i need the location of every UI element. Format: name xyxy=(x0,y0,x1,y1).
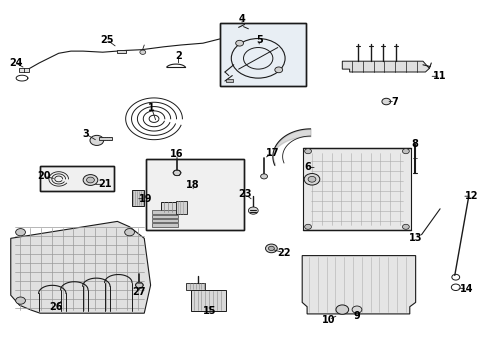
Text: 15: 15 xyxy=(202,306,216,316)
Bar xyxy=(145,159,243,230)
Text: 4: 4 xyxy=(238,14,245,24)
Bar xyxy=(40,166,114,191)
Circle shape xyxy=(173,170,181,176)
Circle shape xyxy=(16,297,25,304)
Circle shape xyxy=(268,246,274,251)
Bar xyxy=(303,148,410,230)
Polygon shape xyxy=(302,256,415,314)
Bar xyxy=(220,23,305,86)
Circle shape xyxy=(86,177,94,183)
Bar xyxy=(151,215,178,218)
Circle shape xyxy=(16,229,25,236)
Text: 14: 14 xyxy=(459,284,473,294)
Bar xyxy=(161,202,181,212)
Circle shape xyxy=(248,207,258,214)
Bar xyxy=(190,290,225,311)
Bar xyxy=(132,190,144,206)
Text: 1: 1 xyxy=(148,103,155,113)
Circle shape xyxy=(351,306,361,313)
Bar xyxy=(19,68,29,72)
Text: 12: 12 xyxy=(464,191,478,201)
Circle shape xyxy=(381,98,390,105)
Bar xyxy=(185,283,205,290)
Text: 21: 21 xyxy=(98,179,112,189)
Bar xyxy=(151,210,178,214)
Text: 24: 24 xyxy=(9,58,22,68)
Text: 22: 22 xyxy=(276,248,290,258)
Text: 11: 11 xyxy=(432,71,446,81)
Text: 7: 7 xyxy=(391,96,398,107)
Text: 9: 9 xyxy=(353,311,360,321)
Text: 5: 5 xyxy=(255,35,262,45)
Text: 10: 10 xyxy=(321,315,335,325)
Bar xyxy=(220,23,305,86)
Text: 17: 17 xyxy=(265,148,279,158)
Circle shape xyxy=(260,174,267,179)
Text: 8: 8 xyxy=(410,139,417,149)
Text: 26: 26 xyxy=(49,302,63,312)
Circle shape xyxy=(335,305,348,314)
Bar xyxy=(99,137,112,140)
Circle shape xyxy=(304,224,311,229)
Bar xyxy=(151,223,178,227)
Text: 23: 23 xyxy=(238,189,252,199)
Circle shape xyxy=(274,67,282,73)
Text: 16: 16 xyxy=(170,149,183,159)
Bar xyxy=(176,201,186,214)
Circle shape xyxy=(307,176,315,182)
Bar xyxy=(117,50,126,53)
Text: 6: 6 xyxy=(304,162,311,172)
Bar xyxy=(151,219,178,222)
Circle shape xyxy=(304,174,319,185)
Circle shape xyxy=(135,282,143,288)
Circle shape xyxy=(265,244,277,253)
Text: 27: 27 xyxy=(132,287,146,297)
Bar xyxy=(225,79,232,82)
Text: 13: 13 xyxy=(408,233,422,243)
Polygon shape xyxy=(11,221,150,313)
Circle shape xyxy=(83,175,98,185)
Text: 20: 20 xyxy=(37,171,51,181)
Bar xyxy=(145,159,243,230)
Text: 3: 3 xyxy=(82,129,89,139)
Circle shape xyxy=(402,224,408,229)
Circle shape xyxy=(124,229,134,236)
Polygon shape xyxy=(342,61,428,72)
Text: 19: 19 xyxy=(139,194,152,204)
Circle shape xyxy=(304,149,311,154)
Text: 18: 18 xyxy=(186,180,200,190)
Circle shape xyxy=(235,40,243,46)
Circle shape xyxy=(402,149,408,154)
Text: 25: 25 xyxy=(100,35,113,45)
Circle shape xyxy=(140,50,145,54)
Circle shape xyxy=(90,135,103,145)
Bar xyxy=(40,166,114,191)
Text: 2: 2 xyxy=(175,51,182,61)
